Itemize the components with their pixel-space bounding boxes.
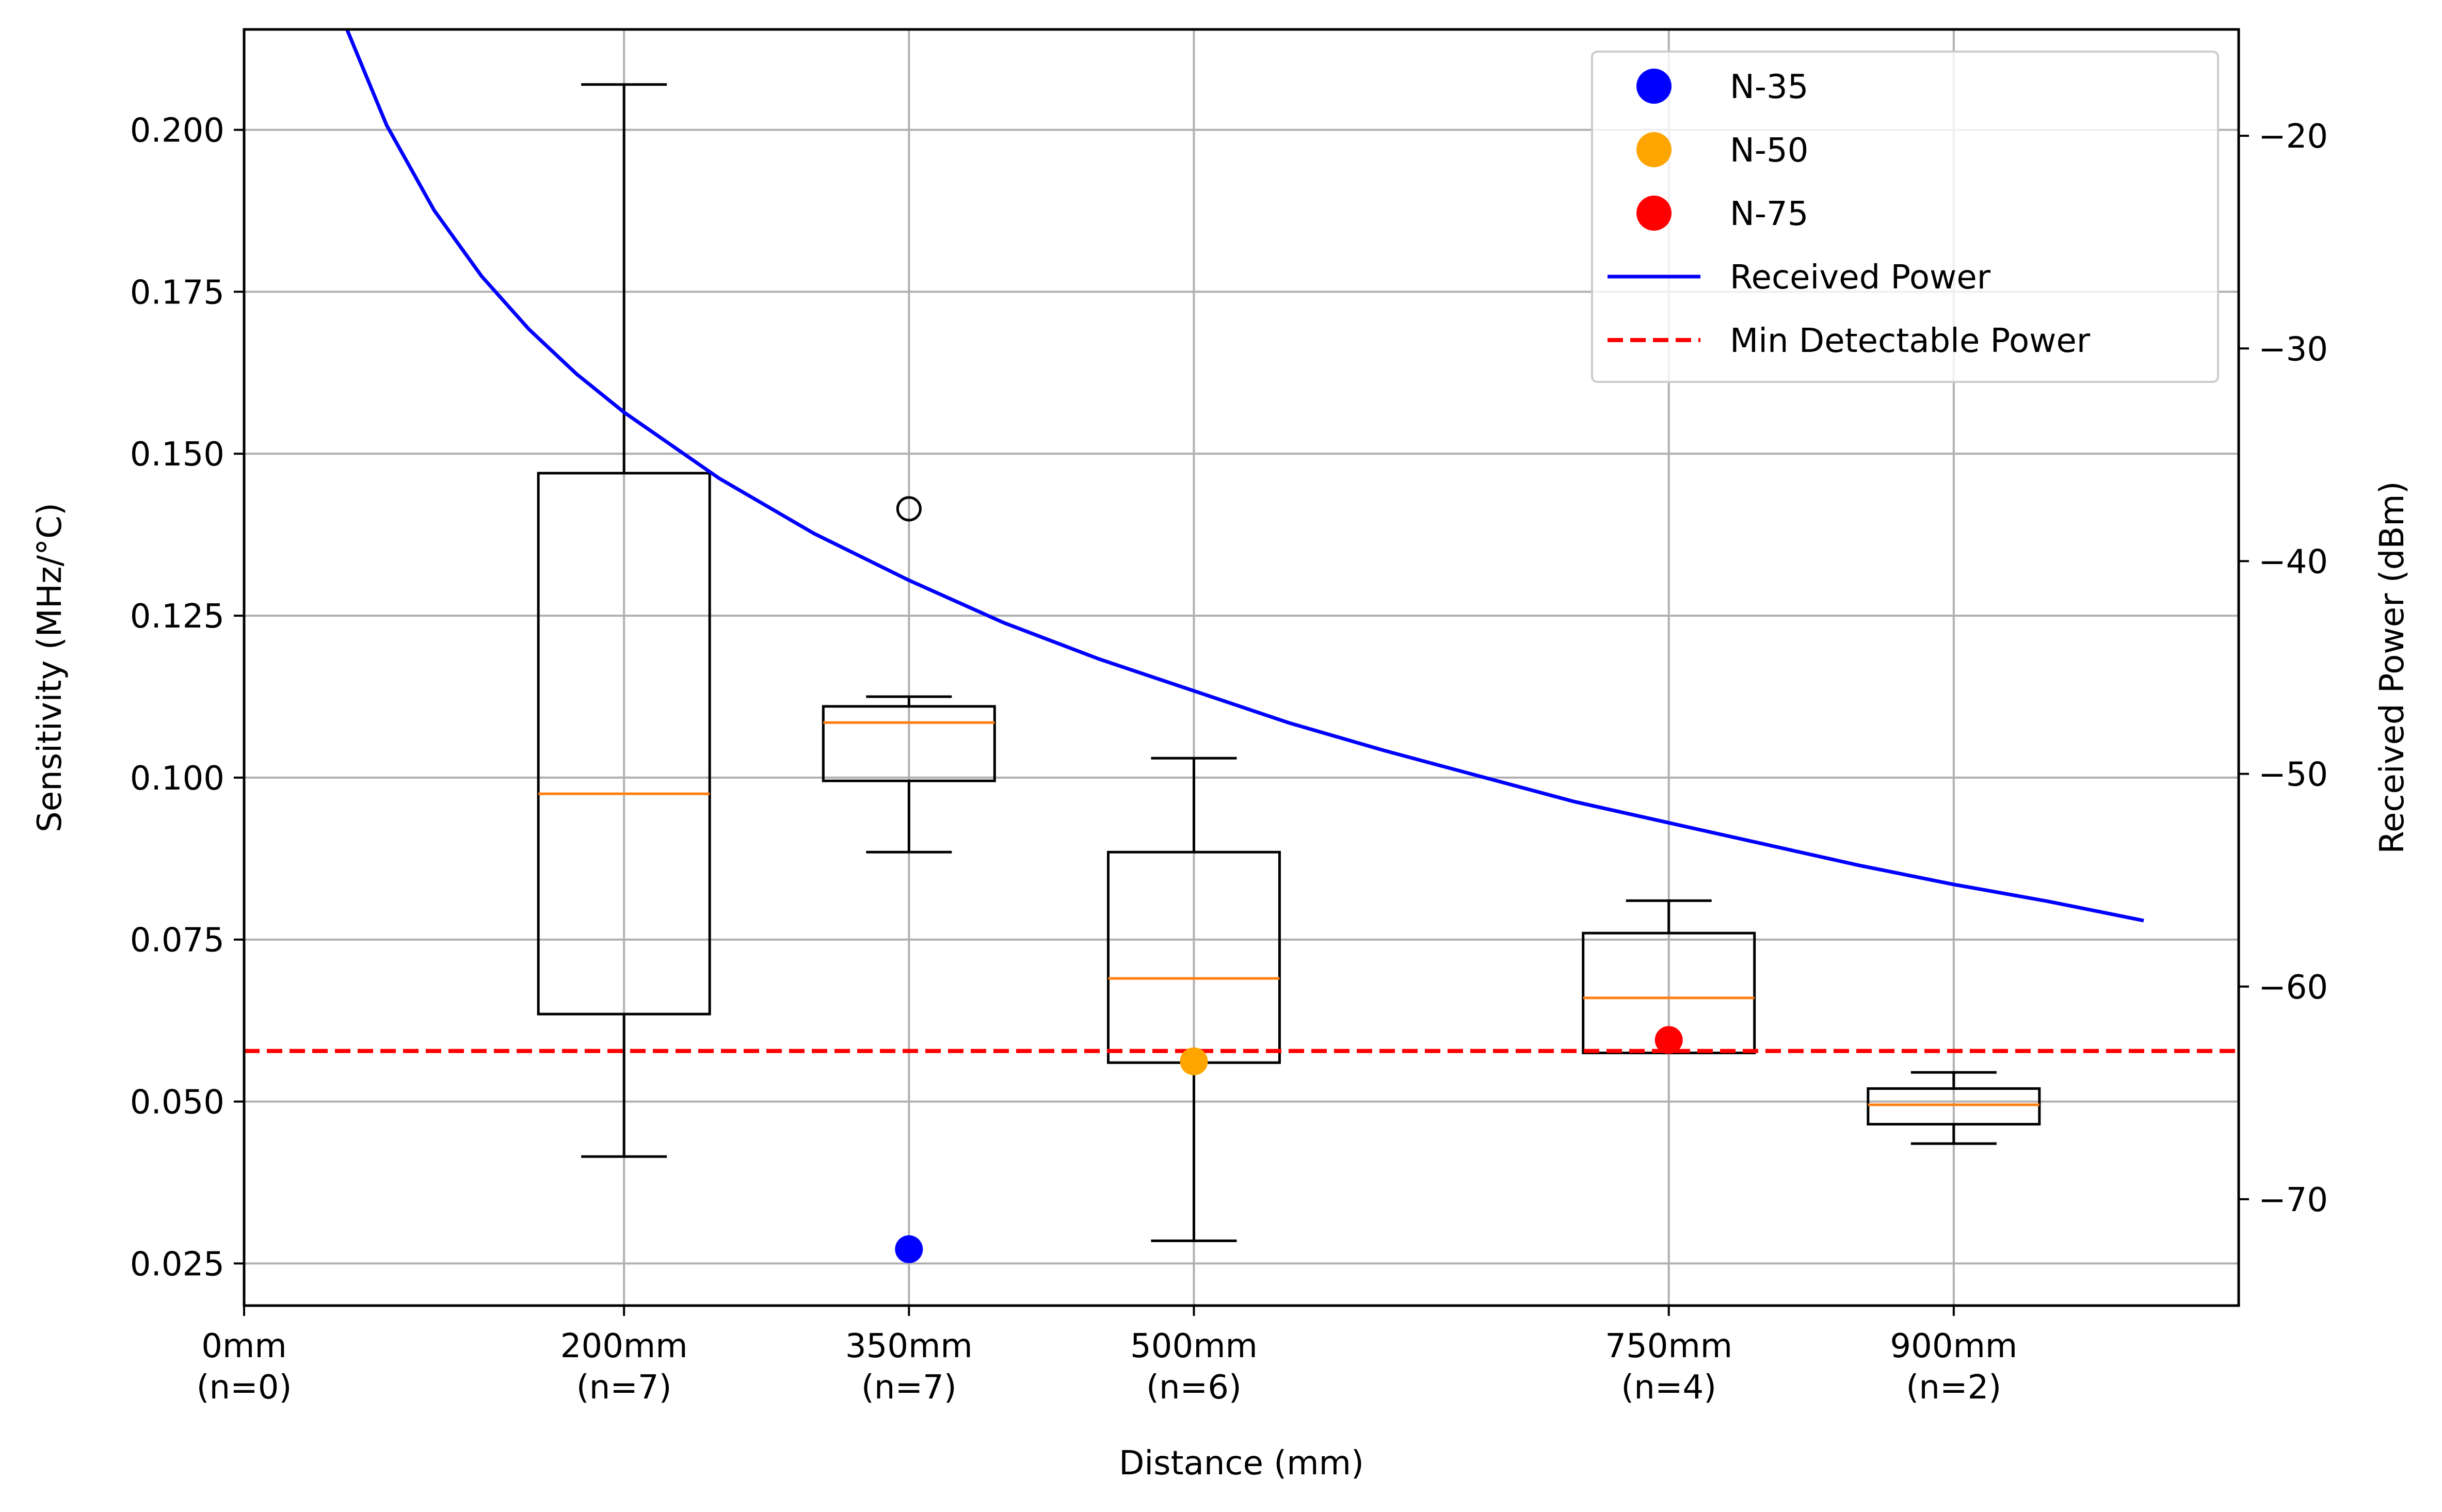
data-lines: [244, 29, 2239, 1053]
y-tick-label: 0.100: [130, 760, 224, 798]
y2-tick-label: −40: [2258, 543, 2328, 581]
legend-label: Min Detectable Power: [1730, 322, 2091, 360]
x-tick-label-count: (n=0): [197, 1369, 292, 1407]
y2-tick-label: −30: [2258, 330, 2328, 368]
y-tick-label: 0.150: [130, 436, 224, 474]
x-axis: 0mm (n=0) 200mm (n=7) 350mm (n=7) 500mm (n=6) 75…: [197, 1306, 2017, 1407]
x-tick-label: 750mm: [1605, 1327, 1732, 1365]
y-axis-left: 0.025 0.050 0.075 0.100 0.125 0.150 0.175 0.200: [130, 112, 244, 1283]
x-tick-label: 0mm: [201, 1327, 286, 1365]
legend-label: N-35: [1730, 68, 1808, 106]
received-power-line: [345, 29, 2144, 923]
boxplot: [1106, 757, 1281, 1242]
legend: N-35 N-50 N-75 Received Power Min Detectable…: [1591, 51, 2219, 383]
marker-n-35: [895, 1235, 923, 1263]
boxplot: [537, 83, 711, 1158]
legend-label: Received Power: [1730, 259, 1991, 297]
y-axis-right: −70 −60 −50 −40 −30 −20: [2239, 118, 2328, 1219]
boxplots: [537, 83, 2041, 1242]
y2-axis-label: Received Power (dBm): [2373, 481, 2412, 854]
x-tick-label: 500mm: [1130, 1327, 1258, 1365]
marker-n-75: [1654, 1026, 1683, 1054]
box-iqr: [537, 472, 711, 1016]
y2-tick-label: −70: [2258, 1181, 2328, 1219]
box-iqr: [822, 705, 996, 782]
x-tick-label-count: (n=7): [861, 1369, 957, 1407]
y2-tick-label: −20: [2258, 118, 2328, 156]
marker-n-50: [1180, 1047, 1208, 1075]
box-iqr: [1867, 1087, 2041, 1126]
y-tick-label: 0.050: [130, 1084, 224, 1122]
x-tick-label-count: (n=7): [576, 1369, 672, 1407]
grid: [243, 29, 2239, 1306]
y-tick-label: 0.025: [130, 1245, 224, 1283]
x-tick-label: 200mm: [560, 1327, 688, 1365]
boxplot: [1867, 1071, 2041, 1145]
x-tick-label-count: (n=6): [1146, 1369, 1242, 1407]
legend-marker: [1636, 132, 1672, 167]
x-tick-label-count: (n=4): [1621, 1369, 1716, 1407]
legend-label: N-75: [1730, 195, 1808, 233]
y-tick-label: 0.175: [130, 274, 224, 312]
legend-marker: [1636, 196, 1672, 231]
boxplot: [822, 496, 996, 854]
legend-box: [1591, 51, 2219, 383]
legend-label: N-50: [1730, 132, 1808, 170]
y2-tick-label: −60: [2258, 969, 2328, 1007]
y-tick-label: 0.075: [130, 922, 224, 960]
data-points: [895, 1026, 1683, 1263]
plot-frame: [243, 28, 2240, 1307]
y2-tick-label: −50: [2258, 756, 2328, 794]
y-axis-label: Sensitivity (MHz/°C): [31, 503, 69, 832]
x-tick-label: 350mm: [845, 1327, 973, 1365]
x-tick-label: 900mm: [1890, 1327, 2017, 1365]
outlier-marker: [896, 496, 922, 522]
y-tick-label: 0.125: [130, 598, 224, 636]
legend-marker: [1636, 69, 1672, 104]
x-axis-label: Distance (mm): [1119, 1444, 1364, 1483]
x-tick-label-count: (n=2): [1906, 1369, 2001, 1407]
y-tick-label: 0.200: [130, 112, 224, 150]
